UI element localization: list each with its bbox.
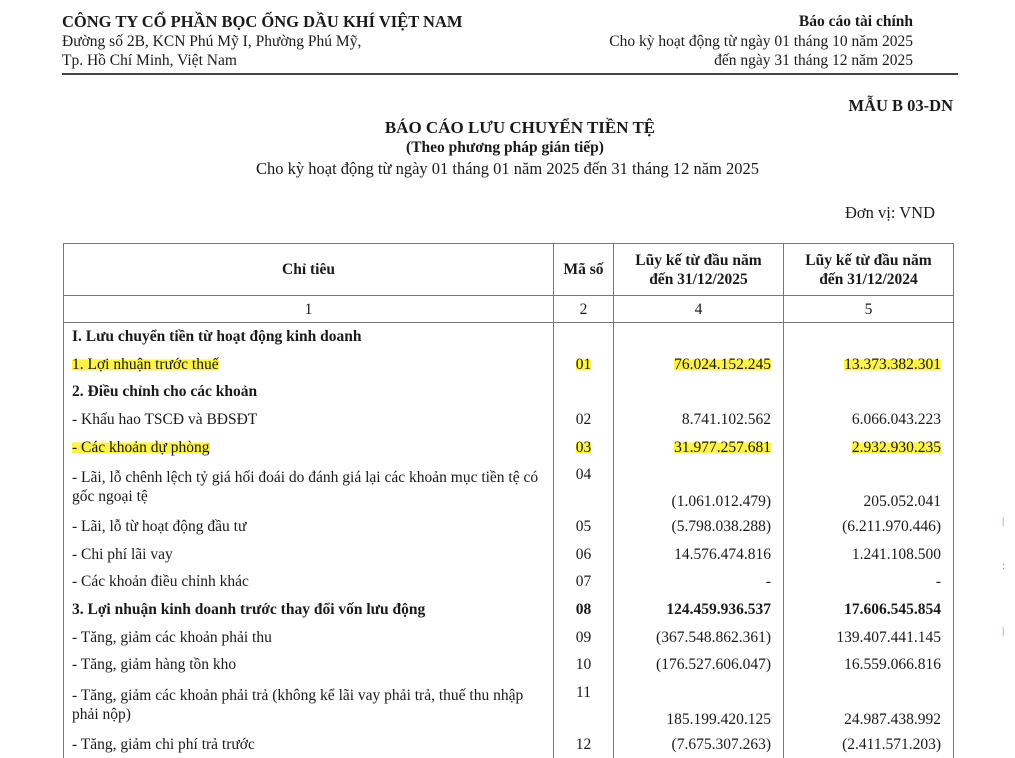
row-label: I. Lưu chuyển tiền từ hoạt động kinh doa…	[63, 322, 554, 351]
company-name: CÔNG TY CỔ PHẦN BỌC ỐNG DẦU KHÍ VIỆT NAM	[62, 12, 463, 31]
stamp-mark: |	[1002, 625, 1005, 637]
row-value-2025	[613, 378, 784, 406]
row-value-2025: 31.977.257.681	[613, 433, 784, 461]
row-value-2024: (2.411.571.203)	[783, 730, 954, 758]
row-value-2024: 16.559.066.816	[783, 650, 954, 679]
table-row: - Các khoản dự phòng 03 31.977.257.681 2.93…	[63, 433, 954, 461]
row-label: 3. Lợi nhuận kinh doanh trước thay đổi v…	[63, 595, 554, 624]
header-2024: Lũy kế từ đầu năm đến 31/12/2024	[783, 243, 954, 296]
row-value-2025	[613, 322, 784, 351]
row-code: 10	[553, 650, 614, 679]
col-number: 1	[63, 295, 554, 323]
table-row: - Lãi, lỗ từ hoạt động đầu tư 05 (5.798.03…	[63, 512, 954, 541]
currency-unit: Đơn vị: VND	[844, 203, 935, 222]
page-title: BÁO CÁO LƯU CHUYỂN TIỀN TỆ	[384, 118, 656, 137]
row-label: - Tăng, giảm hàng tồn kho	[63, 650, 554, 679]
page-subtitle: (Theo phương pháp gián tiếp)	[406, 139, 604, 156]
col-number: 5	[783, 295, 954, 323]
row-value-2024: 1.241.108.500	[783, 540, 954, 569]
row-value-2025: (7.675.307.263)	[613, 730, 784, 758]
row-value-2024	[783, 378, 954, 406]
row-label: - Các khoản điều chỉnh khác	[63, 568, 554, 596]
col-number: 4	[613, 295, 784, 323]
stamp-mark: |	[1002, 515, 1005, 527]
row-value-2024: 17.606.545.854	[783, 595, 954, 624]
row-code: 01	[553, 350, 614, 379]
row-code: 02	[553, 405, 614, 434]
row-value-2024: 205.052.041	[783, 460, 954, 513]
row-code: 08	[553, 595, 614, 624]
table-row: 1. Lợi nhuận trước thuế 01 76.024.152.245 1…	[63, 350, 954, 379]
column-number-row: 1 2 4 5	[63, 295, 954, 323]
row-value-2025: 76.024.152.245	[613, 350, 784, 379]
row-label: - Tăng, giảm các khoản phải trả (không k…	[63, 678, 554, 731]
row-code: 03	[553, 433, 614, 461]
row-value-2024: 6.066.043.223	[783, 405, 954, 434]
row-code: 04	[553, 460, 614, 513]
row-value-2024: -	[783, 568, 954, 596]
row-label: - Tăng, giảm chi phí trả trước	[63, 730, 554, 758]
row-code	[553, 322, 614, 351]
report-period: Cho kỳ hoạt động từ ngày 01 tháng 01 năm…	[256, 159, 759, 178]
header-code: Mã số	[553, 243, 614, 296]
row-value-2024	[783, 322, 954, 351]
row-code: 11	[553, 678, 614, 731]
row-value-2025: (367.548.862.361)	[613, 623, 784, 651]
row-label: 2. Điều chỉnh cho các khoản	[63, 378, 554, 406]
table-row: - Chi phí lãi vay 06 14.576.474.816 1.241.1…	[63, 540, 954, 569]
table-row: - Tăng, giảm hàng tồn kho 10 (176.527.606.…	[63, 650, 954, 679]
row-label: - Tăng, giảm các khoản phải thu	[63, 623, 554, 651]
col-number: 2	[553, 295, 614, 323]
table-row: - Lãi, lỗ chênh lệch tỷ giá hối đoái do …	[63, 460, 954, 513]
row-code: 12	[553, 730, 614, 758]
report-period-line2: đến ngày 31 tháng 12 năm 2025	[714, 52, 913, 69]
row-code	[553, 378, 614, 406]
table-row: 2. Điều chỉnh cho các khoản	[63, 378, 954, 406]
header-2025: Lũy kế từ đầu năm đến 31/12/2025	[613, 243, 784, 296]
row-value-2024: 139.407.441.145	[783, 623, 954, 651]
header-divider	[62, 73, 958, 75]
row-value-2024: 2.932.930.235	[783, 433, 954, 461]
row-value-2025: 185.199.420.125	[613, 678, 784, 731]
company-address-line1: Đường số 2B, KCN Phú Mỹ I, Phường Phú Mỹ…	[62, 33, 362, 50]
company-address-line2: Tp. Hồ Chí Minh, Việt Nam	[62, 52, 237, 69]
cash-flow-table: Chỉ tiêu Mã số Lũy kế từ đầu năm đến 31/1…	[63, 243, 954, 758]
row-code: 05	[553, 512, 614, 541]
table-row: 3. Lợi nhuận kinh doanh trước thay đổi v…	[63, 595, 954, 624]
table-header-row: Chỉ tiêu Mã số Lũy kế từ đầu năm đến 31/1…	[63, 243, 954, 296]
row-label: - Các khoản dự phòng	[63, 433, 554, 461]
form-code: MẪU B 03-DN	[848, 96, 954, 115]
report-period-line1: Cho kỳ hoạt động từ ngày 01 tháng 10 năm…	[609, 33, 913, 50]
row-value-2024: 24.987.438.992	[783, 678, 954, 731]
header-indicator: Chỉ tiêu	[63, 243, 554, 296]
row-value-2025: 14.576.474.816	[613, 540, 784, 569]
report-type: Báo cáo tài chính	[798, 13, 913, 30]
table-row: - Các khoản điều chỉnh khác 07- -	[63, 568, 954, 596]
table-row: - Tăng, giảm các khoản phải trả (không k…	[63, 678, 954, 731]
row-code: 07	[553, 568, 614, 596]
row-value-2025: (5.798.038.288)	[613, 512, 784, 541]
stamp-mark: :	[1002, 560, 1006, 572]
row-value-2024: 13.373.382.301	[783, 350, 954, 379]
row-code: 06	[553, 540, 614, 569]
table-row: - Khấu hao TSCĐ và BĐSĐT 02 8.741.102.562 6…	[63, 405, 954, 434]
row-label: - Lãi, lỗ chênh lệch tỷ giá hối đoái do …	[63, 460, 554, 513]
table-row: - Tăng, giảm các khoản phải thu 09 (367.54…	[63, 623, 954, 651]
row-value-2025: 8.741.102.562	[613, 405, 784, 434]
row-value-2025: 124.459.936.537	[613, 595, 784, 624]
row-label: - Khấu hao TSCĐ và BĐSĐT	[63, 405, 554, 434]
table-row: - Tăng, giảm chi phí trả trước 12 (7.675.3…	[63, 730, 954, 758]
table-row: I. Lưu chuyển tiền từ hoạt động kinh doa…	[63, 322, 954, 351]
row-value-2025: -	[613, 568, 784, 596]
row-value-2025: (176.527.606.047)	[613, 650, 784, 679]
row-value-2025: (1.061.012.479)	[613, 460, 784, 513]
row-value-2024: (6.211.970.446)	[783, 512, 954, 541]
row-code: 09	[553, 623, 614, 651]
row-label: - Chi phí lãi vay	[63, 540, 554, 569]
row-label: 1. Lợi nhuận trước thuế	[63, 350, 554, 379]
row-label: - Lãi, lỗ từ hoạt động đầu tư	[63, 512, 554, 541]
